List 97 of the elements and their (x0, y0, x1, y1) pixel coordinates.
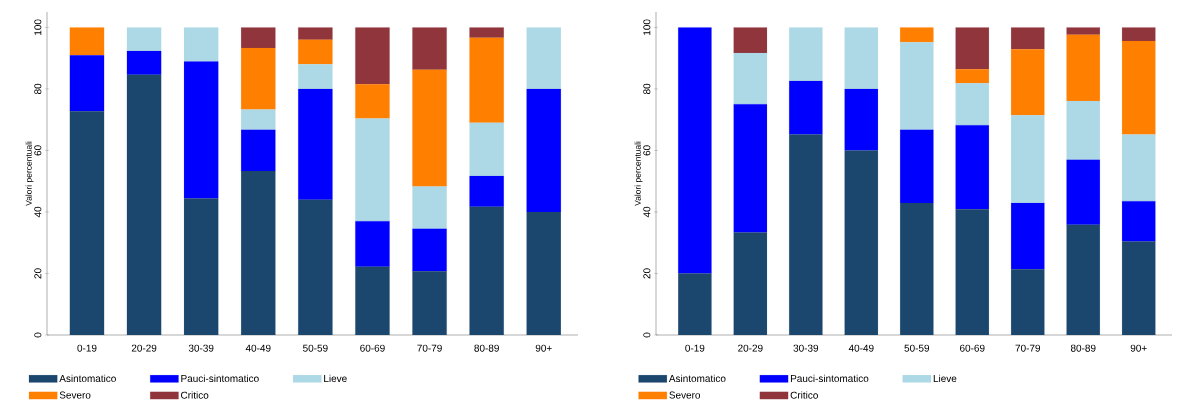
legend-label: Asintomatico (668, 374, 726, 383)
bar (355, 118, 390, 222)
bar (469, 37, 504, 123)
bar (298, 27, 333, 40)
bar (1066, 159, 1100, 225)
x-tick-label: 60-69 (360, 344, 385, 352)
x-tick-label: 50-59 (303, 344, 328, 352)
y-axis-title: Valori percentuali (634, 141, 643, 206)
x-tick-label: 70-79 (1015, 344, 1041, 352)
bar (733, 27, 768, 53)
legend-label: Critico (181, 391, 209, 399)
x-tick-label: 70-79 (417, 344, 442, 352)
y-tick-label: 0 (643, 332, 651, 338)
x-tick-label: 90+ (1130, 344, 1147, 352)
y-tick-label: 40 (643, 206, 651, 218)
y-tick-label: 20 (34, 268, 42, 279)
bar (1122, 134, 1156, 202)
x-tick-label: 40-49 (848, 344, 874, 352)
x-tick-label: 60-69 (960, 344, 985, 352)
legend-label: Severo (669, 391, 701, 399)
x-tick-label: 40-49 (245, 344, 271, 352)
legend-label: Pauci-sintomatico (181, 374, 259, 383)
bar (1122, 201, 1156, 242)
bar (183, 61, 219, 199)
bar (678, 27, 712, 274)
y-tick-label: 60 (34, 145, 42, 156)
bar (298, 64, 333, 89)
bar (183, 27, 219, 62)
y-tick-label: 100 (643, 19, 651, 35)
bar (1122, 40, 1156, 135)
legend-label: Lieve (933, 374, 957, 383)
y-tick-label: 60 (643, 145, 651, 156)
x-tick-label: 50-59 (904, 344, 930, 352)
y-tick-label: 80 (643, 83, 651, 94)
bar (298, 88, 333, 200)
x-tick-label: 20-29 (131, 344, 157, 352)
bar (412, 69, 447, 187)
x-tick-label: 90+ (535, 344, 552, 352)
bar (126, 51, 162, 75)
bar (733, 52, 768, 105)
legend-label: Severo (59, 391, 91, 399)
bar (1066, 34, 1100, 101)
legend-label: Pauci-sintomatico (790, 374, 869, 383)
legend-label: Lieve (324, 374, 347, 383)
bar (1011, 27, 1045, 50)
bar (900, 27, 934, 43)
bar (844, 27, 879, 89)
x-tick-label: 30-39 (188, 344, 214, 352)
bar (412, 228, 447, 272)
bar (412, 27, 447, 70)
bar (1011, 115, 1045, 204)
bar (1066, 100, 1100, 160)
bar (900, 42, 934, 130)
bar (469, 122, 504, 177)
bar (900, 129, 934, 204)
bar (1066, 27, 1100, 35)
bar (355, 221, 390, 267)
bar (844, 88, 879, 151)
bar (955, 83, 989, 126)
bar (355, 84, 390, 119)
bar (469, 27, 504, 38)
bar (69, 55, 105, 112)
legend-label: Asintomatico (59, 374, 116, 383)
bar (955, 27, 989, 70)
bar (126, 27, 162, 52)
bar (955, 125, 989, 210)
bar (298, 39, 333, 65)
y-tick-label: 20 (643, 268, 651, 279)
bar (355, 27, 390, 85)
bar (1122, 27, 1156, 41)
bar (241, 47, 276, 110)
bar (733, 104, 768, 233)
y-tick-label: 100 (34, 19, 42, 35)
bar (1011, 202, 1045, 270)
bar (241, 109, 276, 130)
bar (241, 129, 276, 172)
y-tick-label: 80 (34, 83, 42, 94)
bar (955, 69, 989, 84)
x-tick-label: 0-19 (685, 344, 705, 352)
x-tick-label: 80-89 (1070, 344, 1096, 352)
legend-label: Critico (790, 391, 818, 399)
y-axis-title: Valori percentuali (25, 141, 34, 206)
bar (69, 27, 105, 56)
x-tick-label: 20-29 (738, 344, 763, 352)
bar (1011, 49, 1045, 116)
bar (789, 80, 823, 135)
x-tick-label: 0-19 (77, 344, 97, 352)
bar (526, 88, 561, 213)
x-tick-label: 30-39 (793, 344, 819, 352)
bar (469, 175, 504, 207)
bar (412, 186, 447, 229)
bar (241, 27, 276, 49)
y-tick-label: 40 (34, 206, 42, 218)
bar (789, 27, 823, 81)
x-tick-label: 80-89 (474, 344, 499, 352)
bar (526, 27, 561, 89)
y-tick-label: 0 (34, 332, 42, 338)
